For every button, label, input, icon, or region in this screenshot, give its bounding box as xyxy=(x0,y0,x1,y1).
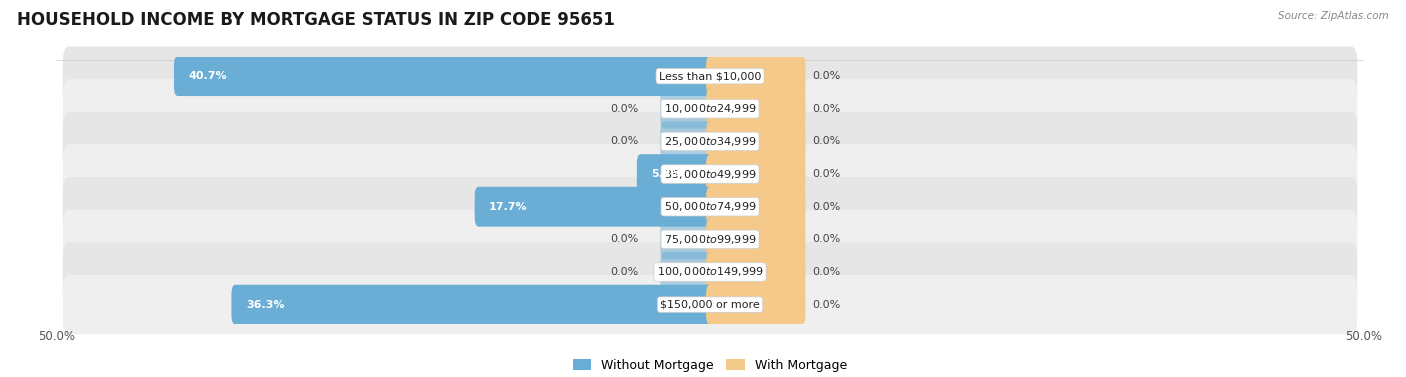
FancyBboxPatch shape xyxy=(706,219,806,259)
Text: 36.3%: 36.3% xyxy=(246,300,284,310)
FancyBboxPatch shape xyxy=(706,187,806,227)
FancyBboxPatch shape xyxy=(661,89,714,129)
Text: $150,000 or more: $150,000 or more xyxy=(661,300,759,310)
Text: 0.0%: 0.0% xyxy=(610,136,638,146)
Text: $25,000 to $34,999: $25,000 to $34,999 xyxy=(664,135,756,148)
Text: 0.0%: 0.0% xyxy=(813,202,841,212)
FancyBboxPatch shape xyxy=(706,285,806,325)
FancyBboxPatch shape xyxy=(706,89,806,129)
Text: 0.0%: 0.0% xyxy=(813,267,841,277)
Text: $35,000 to $49,999: $35,000 to $49,999 xyxy=(664,167,756,181)
FancyBboxPatch shape xyxy=(174,56,714,96)
Text: Source: ZipAtlas.com: Source: ZipAtlas.com xyxy=(1278,11,1389,21)
Text: $100,000 to $149,999: $100,000 to $149,999 xyxy=(657,265,763,279)
Text: 0.0%: 0.0% xyxy=(813,136,841,146)
FancyBboxPatch shape xyxy=(63,46,1357,106)
Legend: Without Mortgage, With Mortgage: Without Mortgage, With Mortgage xyxy=(568,354,852,377)
Text: Less than $10,000: Less than $10,000 xyxy=(659,71,761,81)
FancyBboxPatch shape xyxy=(63,210,1357,269)
FancyBboxPatch shape xyxy=(232,285,714,325)
Text: 0.0%: 0.0% xyxy=(813,169,841,179)
Text: $10,000 to $24,999: $10,000 to $24,999 xyxy=(664,102,756,115)
FancyBboxPatch shape xyxy=(63,144,1357,204)
Text: $75,000 to $99,999: $75,000 to $99,999 xyxy=(664,233,756,246)
FancyBboxPatch shape xyxy=(661,219,714,259)
Text: 5.3%: 5.3% xyxy=(651,169,682,179)
Text: 17.7%: 17.7% xyxy=(489,202,527,212)
Text: 0.0%: 0.0% xyxy=(813,300,841,310)
Text: 0.0%: 0.0% xyxy=(813,71,841,81)
FancyBboxPatch shape xyxy=(475,187,714,227)
Text: $50,000 to $74,999: $50,000 to $74,999 xyxy=(664,200,756,213)
FancyBboxPatch shape xyxy=(706,252,806,292)
Text: 40.7%: 40.7% xyxy=(188,71,226,81)
FancyBboxPatch shape xyxy=(63,112,1357,171)
FancyBboxPatch shape xyxy=(63,242,1357,302)
FancyBboxPatch shape xyxy=(661,121,714,161)
Text: 0.0%: 0.0% xyxy=(813,234,841,244)
FancyBboxPatch shape xyxy=(63,79,1357,138)
Text: HOUSEHOLD INCOME BY MORTGAGE STATUS IN ZIP CODE 95651: HOUSEHOLD INCOME BY MORTGAGE STATUS IN Z… xyxy=(17,11,614,29)
FancyBboxPatch shape xyxy=(63,275,1357,334)
FancyBboxPatch shape xyxy=(706,154,806,194)
FancyBboxPatch shape xyxy=(661,252,714,292)
FancyBboxPatch shape xyxy=(63,177,1357,236)
FancyBboxPatch shape xyxy=(637,154,714,194)
Text: 0.0%: 0.0% xyxy=(813,104,841,114)
FancyBboxPatch shape xyxy=(706,56,806,96)
Text: 0.0%: 0.0% xyxy=(610,267,638,277)
FancyBboxPatch shape xyxy=(706,121,806,161)
Text: 0.0%: 0.0% xyxy=(610,234,638,244)
Text: 0.0%: 0.0% xyxy=(610,104,638,114)
